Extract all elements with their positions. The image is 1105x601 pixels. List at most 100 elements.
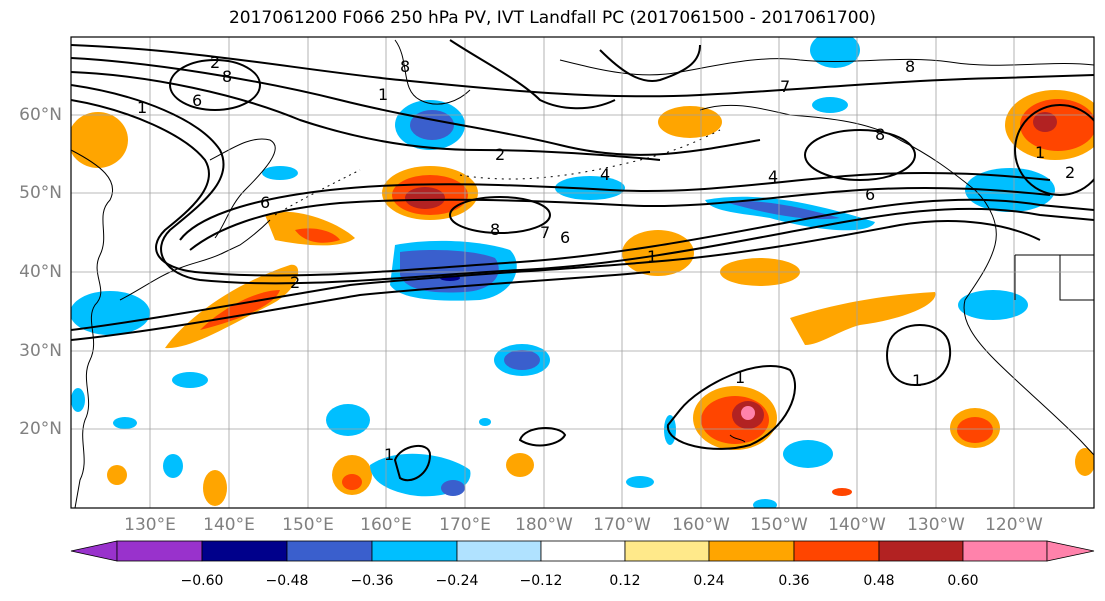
pv-contour — [71, 271, 651, 341]
lon-label: 170°E — [439, 515, 491, 535]
us-border — [1014, 254, 1094, 301]
arctic-coastline — [559, 58, 1094, 76]
ivt-negative-anomaly — [113, 417, 137, 429]
ivt-negative-anomaly — [410, 110, 454, 140]
ivt-negative-anomaly — [163, 454, 183, 478]
contour-labels: 2 8 1 6 1 8 6 2 4 8 7 6 1 7 4 6 8 2 1 2 … — [137, 53, 1075, 464]
pv-contour — [886, 324, 952, 387]
lon-label: 160°W — [672, 515, 730, 535]
contour-label: 2 — [290, 273, 300, 292]
ivt-negative-anomaly — [71, 291, 150, 335]
pv-contour — [449, 39, 616, 110]
colorbar-extend-high — [1046, 540, 1095, 562]
contour-label: 1 — [1035, 143, 1045, 162]
colorbar-swatch — [201, 540, 288, 562]
contour-label: 4 — [768, 167, 778, 186]
lat-label: 40°N — [19, 262, 62, 282]
ivt-positive-anomaly — [295, 228, 340, 243]
contour-label: 2 — [210, 53, 220, 72]
chukotka-coastline — [394, 39, 471, 105]
contour-label: 1 — [735, 368, 745, 387]
pv-contours — [71, 39, 1094, 482]
contour-label: 4 — [600, 165, 610, 184]
ivt-negative-anomaly — [441, 480, 465, 496]
colorbar-swatch — [286, 540, 373, 562]
contour-label: 1 — [137, 98, 147, 117]
contour-label: 2 — [1065, 163, 1075, 182]
ivt-positive-anomaly — [741, 406, 755, 420]
colorbar-extend-low — [70, 540, 118, 562]
contour-label: 8 — [875, 125, 885, 144]
colorbar-swatch — [878, 540, 964, 562]
contour-label: 8 — [490, 220, 500, 239]
contour-label: 7 — [780, 77, 790, 96]
contour-label: 6 — [865, 185, 875, 204]
lat-label: 20°N — [19, 419, 62, 439]
contour-label: 1 — [647, 247, 657, 266]
pv-contour — [179, 171, 1051, 241]
map-frame — [70, 36, 1095, 509]
ivt-positive-anomaly — [790, 292, 936, 345]
pv-contour — [449, 196, 551, 234]
ivt-negative-anomaly — [783, 440, 833, 468]
lon-label: 150°W — [750, 515, 808, 535]
ivt-positive-anomaly — [957, 417, 993, 443]
ivt-negative-anomaly — [504, 350, 540, 370]
colorbar-swatch — [456, 540, 542, 562]
ivt-positive-anomaly — [203, 470, 227, 506]
lon-label: 170°W — [593, 515, 651, 535]
ivt-positive-anomaly — [1020, 99, 1094, 151]
ivt-negative-anomaly — [753, 499, 777, 508]
ivt-positive-anomaly — [506, 453, 534, 477]
ivt-negative-anomaly — [664, 415, 676, 445]
ivt-positive-anomaly — [71, 112, 128, 168]
colorbar-swatch — [540, 540, 626, 562]
pv-contour — [169, 59, 261, 111]
colorbar — [70, 540, 1095, 562]
colorbar-swatch — [962, 540, 1048, 562]
ivt-positive-anomaly — [342, 474, 362, 490]
lon-label: 140°E — [203, 515, 255, 535]
lon-label: 160°E — [360, 515, 412, 535]
colorbar-tick-label: 0.48 — [863, 573, 895, 589]
lon-label: 130°E — [124, 515, 176, 535]
pv-contour — [71, 84, 1094, 285]
ivt-negative-anomaly — [725, 201, 840, 220]
contour-label: 1 — [378, 85, 388, 104]
pv-contour — [393, 445, 432, 482]
ivt-negative-anomaly — [810, 37, 860, 68]
lon-label: 120°W — [985, 515, 1043, 535]
aleutian-islands — [459, 129, 721, 180]
ivt-positive-anomaly — [1075, 448, 1094, 476]
ivt-shading — [71, 37, 1094, 508]
colorbar-tick-label: −0.24 — [435, 573, 479, 589]
contour-label: 7 — [540, 223, 550, 242]
ivt-negative-anomaly — [958, 290, 1028, 320]
ivt-positive-anomaly — [622, 230, 694, 276]
contour-label: 8 — [400, 57, 410, 76]
map-plot-area — [71, 37, 1094, 508]
hawaii-islands — [729, 434, 746, 443]
colorbar-tick-label: −0.36 — [350, 573, 394, 589]
ivt-positive-anomaly — [658, 106, 722, 138]
japan-coastline — [119, 219, 271, 301]
contour-label: 1 — [912, 371, 922, 390]
contour-label: 1 — [384, 445, 394, 464]
contour-label: 6 — [192, 91, 202, 110]
pv-contour — [71, 71, 661, 161]
colorbar-swatch — [371, 540, 458, 562]
lat-label: 30°N — [19, 341, 62, 361]
colorbar-swatch — [793, 540, 880, 562]
ivt-negative-anomaly — [400, 250, 499, 293]
ivt-negative-anomaly — [812, 97, 848, 113]
lon-label: 130°W — [907, 515, 965, 535]
ivt-negative-anomaly — [262, 166, 298, 180]
pv-contour — [189, 186, 1051, 251]
colorbar-tick-label: 0.36 — [778, 573, 810, 589]
pv-contour — [599, 44, 701, 82]
contour-label: 8 — [222, 67, 232, 86]
lon-label: 140°W — [828, 515, 886, 535]
pv-contour — [804, 129, 916, 181]
contour-label: 6 — [260, 193, 270, 212]
